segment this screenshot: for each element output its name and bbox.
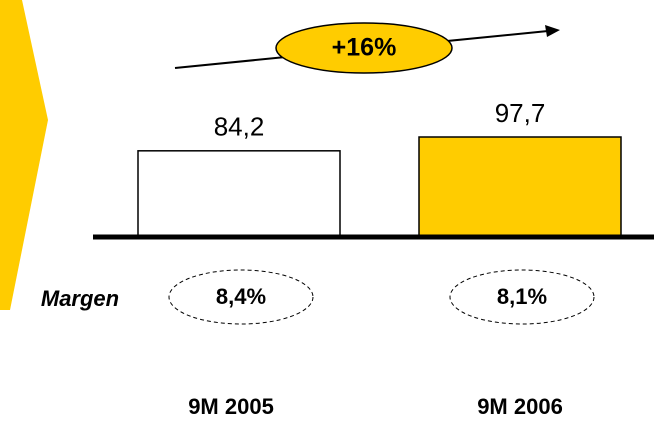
value-label: 84,2 [214, 112, 265, 142]
x-tick-label: 9M 2005 [188, 394, 274, 419]
chevron [0, 0, 48, 310]
growth-badge [275, 22, 453, 74]
margin-label: 8,1% [497, 284, 547, 309]
value-label: 97,7 [495, 98, 546, 128]
bar [418, 136, 622, 238]
margin-ellipse [168, 269, 314, 325]
bar [137, 150, 341, 238]
arrow-head [545, 25, 560, 37]
plot: 84,2 8,4% 9M 2005 97,7 8,1% 9M 2006 [137, 98, 622, 419]
margin-ellipse [449, 269, 595, 325]
margin-label: 8,4% [216, 284, 266, 309]
growth-label: +16% [332, 34, 397, 62]
margin-title: Margen [41, 286, 119, 311]
x-tick-label: 9M 2006 [477, 394, 563, 419]
